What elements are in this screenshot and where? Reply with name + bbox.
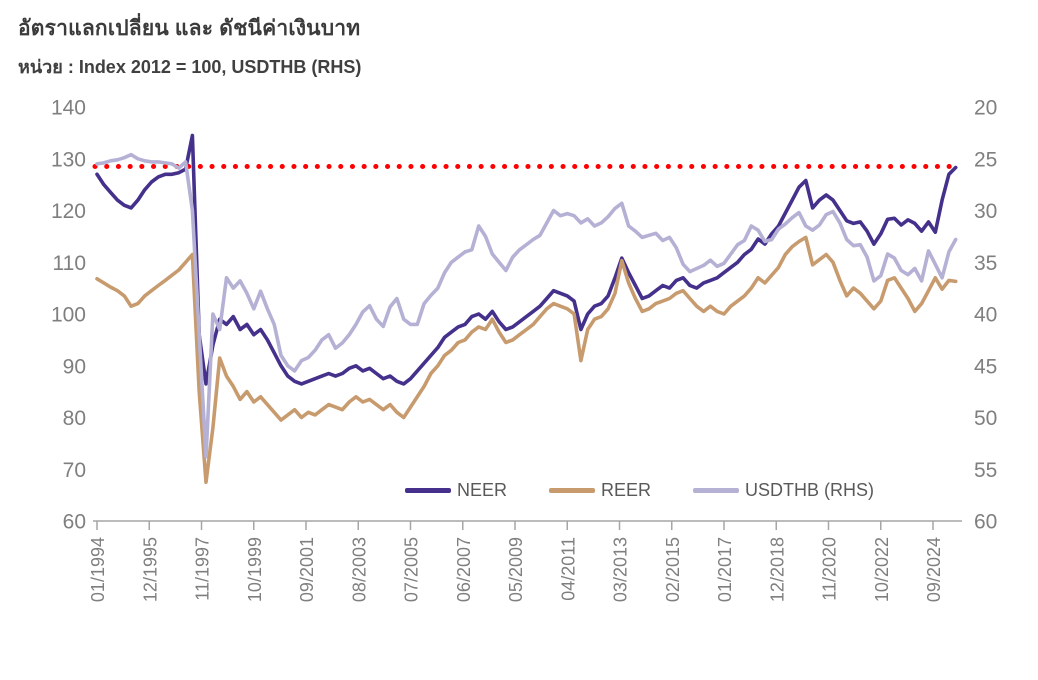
right-axis-tick-label: 20 [974, 97, 997, 120]
x-tick-label: 11/1997 [193, 537, 213, 601]
left-axis-tick-label: 130 [51, 148, 86, 171]
left-axis-tick-label: 70 [63, 459, 86, 482]
x-tick-label: 10/1999 [245, 537, 265, 602]
neer-line-swatch [405, 487, 451, 493]
right-axis-tick-label: 40 [974, 304, 997, 327]
right-axis-tick-label: 35 [974, 252, 997, 275]
reer-line [95, 235, 958, 485]
left-axis-tick-label: 100 [51, 304, 86, 327]
usdthb-line-swatch [693, 487, 740, 493]
chart-subtitle: หน่วย : Index 2012 = 100, USDTHB (RHS) [18, 57, 362, 77]
x-tick-label: 03/2013 [611, 537, 631, 602]
x-tick-label: 09/2001 [297, 537, 317, 602]
legend-label-reer: REER [601, 480, 652, 500]
x-tick-label: 09/2024 [924, 537, 944, 602]
right-axis-tick-label: 55 [974, 459, 997, 482]
left-axis-tick-label: 120 [51, 200, 86, 223]
x-tick-label: 12/1995 [140, 537, 160, 602]
usdthb-rhs-line [95, 152, 958, 459]
right-axis-tick-label: 50 [974, 407, 997, 430]
legend-label-usdthb: USDTHB (RHS) [745, 480, 875, 500]
x-tick-label: 05/2009 [506, 537, 526, 602]
right-axis-tick-label: 25 [974, 148, 997, 171]
x-tick-label: 01/2017 [715, 537, 735, 602]
right-axis-tick-label: 30 [974, 200, 997, 223]
neer-line [95, 133, 958, 386]
x-tick-label: 06/2007 [454, 537, 474, 602]
left-axis-tick-label: 110 [53, 252, 86, 275]
reer-line-swatch [549, 487, 596, 493]
chart-title: อัตราแลกเปลี่ยน และ ดัชนีค่าเงินบาท [18, 17, 361, 40]
left-axis-tick-label: 90 [63, 355, 86, 378]
legend-item-neer: NEER [405, 481, 507, 499]
x-tick-label: 04/2011 [558, 537, 578, 601]
x-tick-label: 11/2020 [820, 537, 840, 601]
right-axis-tick-label: 45 [974, 355, 997, 378]
x-tick-label: 10/2022 [872, 537, 892, 602]
x-tick-label: 07/2005 [402, 537, 422, 602]
x-tick-label: 01/1994 [88, 537, 108, 602]
chart-legend: NEER REER USDTHB (RHS) [405, 481, 874, 499]
left-axis-tick-label: 140 [51, 97, 86, 120]
right-axis-tick-label: 60 [974, 511, 997, 534]
left-axis-tick-label: 60 [63, 511, 86, 534]
x-tick-label: 02/2015 [663, 537, 683, 602]
legend-item-usdthb: USDTHB (RHS) [693, 481, 874, 499]
x-tick-label: 08/2003 [349, 537, 369, 602]
legend-label-neer: NEER [457, 480, 508, 500]
left-axis-tick-label: 80 [63, 407, 86, 430]
legend-item-reer: REER [549, 481, 651, 499]
x-tick-label: 12/2018 [767, 537, 787, 602]
